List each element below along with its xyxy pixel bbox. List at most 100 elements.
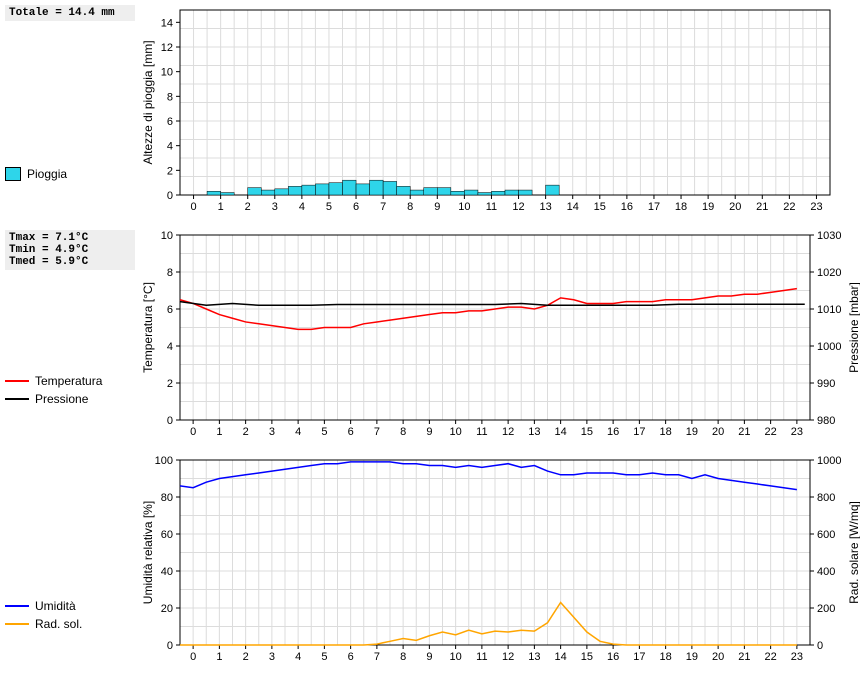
- svg-text:12: 12: [161, 42, 173, 54]
- svg-text:23: 23: [810, 201, 822, 213]
- svg-text:0: 0: [190, 426, 196, 438]
- svg-text:4: 4: [295, 426, 301, 438]
- legend-label: Pioggia: [27, 167, 67, 181]
- rain-chart: 0123456789101112131415161718192021222302…: [140, 5, 855, 215]
- svg-text:15: 15: [581, 426, 593, 438]
- svg-text:Temperatura [°C]: Temperatura [°C]: [141, 282, 155, 373]
- svg-text:22: 22: [765, 651, 777, 663]
- svg-text:12: 12: [512, 201, 524, 213]
- svg-text:3: 3: [272, 201, 278, 213]
- svg-text:1010: 1010: [817, 304, 841, 316]
- humidity-chart: 0123456789101112131415161718192021222302…: [140, 455, 860, 665]
- svg-text:0: 0: [167, 415, 173, 427]
- svg-text:11: 11: [476, 651, 487, 663]
- svg-text:4: 4: [299, 201, 305, 213]
- svg-text:15: 15: [581, 651, 593, 663]
- temp-chart: 0123456789101112131415161718192021222302…: [140, 230, 860, 440]
- svg-text:8: 8: [400, 651, 406, 663]
- svg-text:9: 9: [434, 201, 440, 213]
- temp-left-col: Tmax = 7.1°C Tmin = 4.9°C Tmed = 5.9°C T…: [5, 230, 140, 440]
- rain-left-col: Totale = 14.4 mm Pioggia: [5, 5, 140, 215]
- rain-legend: Pioggia: [5, 163, 135, 185]
- svg-text:6: 6: [353, 201, 359, 213]
- pressione-line-icon: [5, 398, 29, 400]
- svg-text:16: 16: [621, 201, 633, 213]
- legend-radsol: Rad. sol.: [5, 617, 135, 631]
- svg-text:Rad. solare [W/mq]: Rad. solare [W/mq]: [847, 501, 860, 604]
- legend-umidita: Umidità: [5, 599, 135, 613]
- svg-text:400: 400: [817, 566, 835, 578]
- legend-pioggia: Pioggia: [5, 167, 135, 181]
- svg-text:13: 13: [528, 651, 540, 663]
- svg-text:14: 14: [161, 17, 173, 29]
- svg-text:11: 11: [476, 426, 487, 438]
- svg-text:8: 8: [167, 91, 173, 103]
- svg-text:0: 0: [190, 651, 196, 663]
- svg-text:7: 7: [374, 651, 380, 663]
- svg-text:1: 1: [216, 651, 222, 663]
- svg-text:5: 5: [321, 651, 327, 663]
- svg-text:980: 980: [817, 415, 835, 427]
- svg-text:1: 1: [216, 426, 222, 438]
- svg-text:13: 13: [528, 426, 540, 438]
- svg-text:10: 10: [450, 426, 462, 438]
- svg-text:19: 19: [686, 426, 698, 438]
- svg-text:15: 15: [594, 201, 606, 213]
- svg-text:8: 8: [400, 426, 406, 438]
- svg-text:1000: 1000: [817, 455, 841, 467]
- svg-text:1020: 1020: [817, 267, 841, 279]
- rain-total-box: Totale = 14.4 mm: [5, 5, 135, 21]
- svg-text:16: 16: [607, 426, 619, 438]
- svg-text:1: 1: [218, 201, 224, 213]
- tmed-label: Tmed = 5.9°C: [9, 256, 131, 268]
- legend-pressione: Pressione: [5, 392, 135, 406]
- svg-text:Altezze di pioggia [mm]: Altezze di pioggia [mm]: [141, 40, 155, 164]
- svg-text:10: 10: [161, 67, 173, 79]
- svg-text:2: 2: [243, 426, 249, 438]
- svg-text:20: 20: [712, 426, 724, 438]
- tmin-label: Tmin = 4.9°C: [9, 244, 131, 256]
- svg-text:7: 7: [374, 426, 380, 438]
- humidity-left-col: Umidità Rad. sol.: [5, 455, 140, 665]
- temperatura-line-icon: [5, 380, 29, 382]
- svg-text:1030: 1030: [817, 230, 841, 242]
- svg-text:21: 21: [756, 201, 768, 213]
- svg-text:14: 14: [555, 426, 567, 438]
- svg-text:2: 2: [243, 651, 249, 663]
- legend-label: Umidità: [35, 599, 76, 613]
- svg-text:4: 4: [167, 141, 173, 153]
- svg-text:10: 10: [161, 230, 173, 242]
- umidita-line-icon: [5, 605, 29, 607]
- svg-text:2: 2: [167, 378, 173, 390]
- svg-text:22: 22: [783, 201, 795, 213]
- svg-text:20: 20: [161, 603, 173, 615]
- svg-text:0: 0: [167, 640, 173, 652]
- svg-text:800: 800: [817, 492, 835, 504]
- svg-text:8: 8: [167, 267, 173, 279]
- svg-text:18: 18: [660, 426, 672, 438]
- svg-text:4: 4: [167, 341, 173, 353]
- svg-text:11: 11: [486, 201, 497, 213]
- svg-text:17: 17: [633, 651, 645, 663]
- svg-text:80: 80: [161, 492, 173, 504]
- svg-text:5: 5: [326, 201, 332, 213]
- svg-text:40: 40: [161, 566, 173, 578]
- svg-text:3: 3: [269, 651, 275, 663]
- legend-label: Temperatura: [35, 374, 102, 388]
- svg-text:6: 6: [348, 651, 354, 663]
- svg-text:12: 12: [502, 651, 514, 663]
- svg-text:6: 6: [348, 426, 354, 438]
- svg-text:20: 20: [712, 651, 724, 663]
- svg-text:14: 14: [555, 651, 567, 663]
- svg-text:14: 14: [567, 201, 579, 213]
- svg-text:17: 17: [648, 201, 660, 213]
- humidity-legend: Umidità Rad. sol.: [5, 595, 135, 635]
- svg-text:23: 23: [791, 651, 803, 663]
- temp-stats-box: Tmax = 7.1°C Tmin = 4.9°C Tmed = 5.9°C: [5, 230, 135, 270]
- svg-text:5: 5: [321, 426, 327, 438]
- svg-text:10: 10: [450, 651, 462, 663]
- svg-text:1000: 1000: [817, 341, 841, 353]
- svg-text:Pressione [mbar]: Pressione [mbar]: [847, 282, 860, 373]
- svg-text:0: 0: [167, 190, 173, 202]
- svg-text:9: 9: [426, 651, 432, 663]
